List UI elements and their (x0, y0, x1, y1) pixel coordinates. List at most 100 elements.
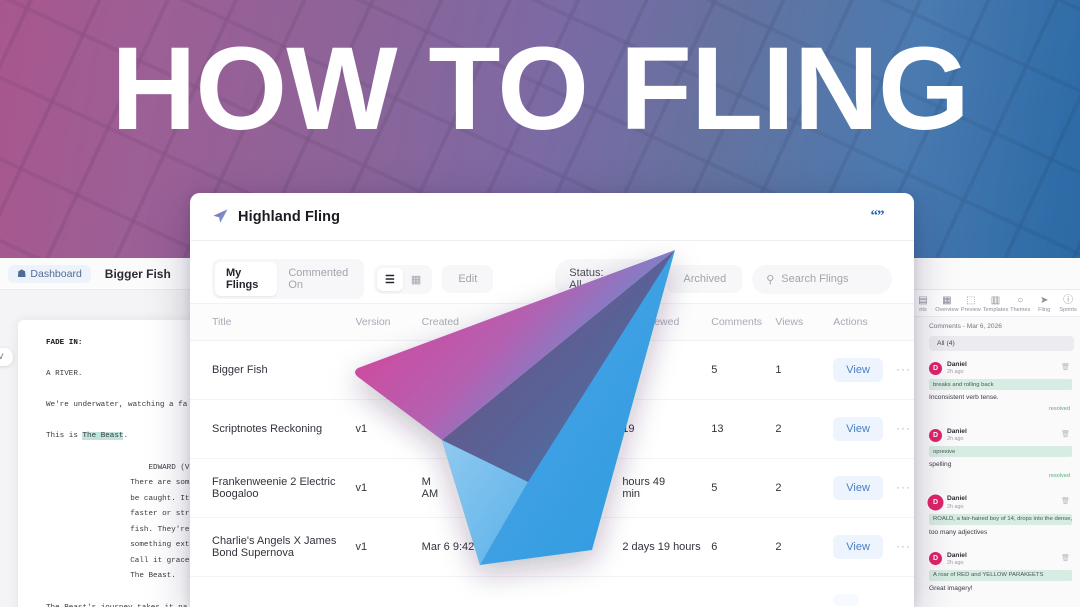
overview-icon: ▦ (942, 295, 952, 306)
comment-author: Daniel (947, 361, 967, 368)
table-row[interactable]: Scriptnotes Reckoning v1 19 13 2 View ··… (190, 399, 914, 459)
view-button[interactable] (833, 594, 860, 606)
panel-icon-label: Themes (1010, 307, 1031, 313)
panel-icon-overview[interactable]: ▦ Overview (935, 294, 959, 313)
flings-table-header: Title Version Created Status Last Viewed… (190, 303, 914, 341)
highlighted-text: The Beast (82, 432, 124, 441)
cell-status (520, 458, 623, 518)
grid-view-icon[interactable]: ▦ (410, 273, 422, 286)
quote-icon[interactable]: “” (862, 202, 892, 232)
trash-icon[interactable]: 🗑 (1061, 431, 1070, 439)
cell-actions: View ··· (833, 517, 914, 577)
col-title[interactable]: Title (190, 303, 356, 341)
comment-item: D Daniel 2h ago 🗑 A roar of RED and YELL… (911, 542, 1080, 598)
avatar: D (929, 496, 942, 510)
cell-actions: View ··· (833, 399, 914, 459)
flings-tab-group: My Flings Commented On (212, 259, 365, 299)
avatar: D (929, 552, 942, 566)
table-row[interactable]: Frankenweenie 2 Electric Boogaloo v1 M A… (190, 458, 914, 518)
panel-icon-nts[interactable]: ▤ nts (911, 294, 935, 313)
panel-icon-label: Templates (982, 307, 1009, 313)
col-created[interactable]: Created (421, 303, 521, 341)
more-actions-icon[interactable]: ··· (896, 480, 911, 494)
view-button[interactable]: View (833, 535, 883, 559)
col-status[interactable]: Status (520, 303, 623, 341)
view-button[interactable]: View (833, 358, 883, 382)
panel-icon-preview[interactable]: ⬚ Preview (959, 294, 983, 313)
panel-icon-fling[interactable]: ➤ Fling (1032, 294, 1056, 313)
cell-created: M AM (421, 458, 521, 518)
tab-document[interactable]: Bigger Fish (104, 266, 171, 281)
highland-fling-card: Highland Fling “” My Flings Commented On… (190, 193, 914, 607)
avatar: D (929, 428, 942, 442)
quote-glyph: “” (870, 208, 885, 224)
cell-last-viewed: hours 49 min (622, 458, 712, 518)
view-button[interactable]: View (833, 417, 883, 441)
hero-title: HOW TO FLING (111, 23, 970, 155)
col-comments[interactable]: Comments (711, 303, 776, 341)
more-actions-icon[interactable]: ··· (896, 362, 911, 376)
list-view-icon[interactable]: ☰ (377, 267, 403, 291)
more-actions-icon[interactable]: ··· (896, 421, 911, 435)
archived-button[interactable]: Archived (667, 265, 743, 293)
cell-last-viewed: 19 (622, 399, 712, 459)
panel-icon-label: nts (919, 307, 927, 313)
table-row[interactable]: Bigger Fish Mar 5 1 View ··· (190, 340, 914, 400)
col-version[interactable]: Version (355, 303, 422, 341)
comment-resolved-link[interactable]: resolved (1048, 473, 1070, 480)
trash-icon[interactable]: 🗑 (1061, 364, 1070, 371)
panel-icon-themes[interactable]: ○ Themes (1008, 294, 1032, 313)
comment-quote: opresive (929, 446, 1072, 458)
search-flings-input[interactable]: ⚲ Search Flings (752, 264, 893, 294)
cell-comments: 5 (711, 340, 776, 400)
tab-commented-on[interactable]: Commented On (288, 267, 349, 291)
col-views[interactable]: Views (775, 303, 834, 341)
panel-icon-sprints[interactable]: ⓘ Sprints (1056, 294, 1080, 313)
table-header-row: Title Version Created Status Last Viewed… (190, 303, 914, 341)
comment-item: D Daniel 2h ago 🗑 ROALD, a fair-haired b… (911, 485, 1080, 541)
cell-title: Scriptnotes Reckoning (190, 399, 356, 459)
comment-item: D Daniel 2h ago 🗑 opresive spelling reso… (911, 418, 1080, 485)
themes-icon: ○ (1017, 295, 1024, 306)
cell-version: v1 (355, 399, 422, 459)
chevron-down-icon: ▾ (638, 273, 644, 284)
home-icon: ☗ (17, 267, 27, 280)
card-brand-title: Highland Fling (238, 208, 341, 225)
cell-views: 1 (775, 340, 834, 400)
preview-icon: ⬚ (966, 295, 976, 306)
view-button[interactable]: View (833, 476, 883, 500)
comment-resolved-link[interactable]: resolved (1048, 406, 1070, 413)
comment-quote: A roar of RED and YELLOW PARAKEETS (929, 569, 1072, 581)
col-last-viewed[interactable]: Last Viewed (622, 303, 712, 341)
comments-panel: ▤ nts ▦ Overview ⬚ Preview ▥ Templates ○ (910, 290, 1080, 607)
tab-my-flings[interactable]: My Flings (215, 262, 278, 296)
status-dot-icon (526, 545, 531, 549)
search-placeholder-text: Search Flings (781, 273, 849, 285)
avatar: D (929, 361, 942, 375)
more-actions-icon[interactable]: ··· (896, 539, 911, 553)
trash-icon[interactable]: 🗑 (1061, 554, 1070, 562)
tab-dashboard[interactable]: ☗ Dashboard (8, 264, 91, 283)
nav-chip[interactable]: NAV (0, 348, 14, 366)
cell-actions: View ··· (833, 458, 914, 518)
table-row[interactable]: Charlie's Angels X James Bond Supernova … (190, 517, 914, 577)
comment-quote: ROALD, a fair-haired boy of 14, drops in… (929, 513, 1072, 525)
table-row[interactable] (190, 576, 914, 607)
cell-status (520, 340, 623, 400)
panel-icon-templates[interactable]: ▥ Templates (983, 294, 1009, 313)
status-badge-label: Active (534, 542, 560, 552)
edit-button[interactable]: Edit (442, 265, 494, 293)
cell-views: 2 (775, 399, 834, 459)
comment-header: D Daniel 2h ago 🗑 (929, 552, 1072, 566)
col-actions: Actions (833, 303, 914, 341)
cell-version: v1 (355, 458, 422, 518)
card-toolbar: My Flings Commented On ☰ ▦ Edit Status: … (190, 255, 914, 303)
status-filter-select[interactable]: Status: All ▾ (555, 259, 658, 299)
comment-text: Inconsistent verb tense. (929, 394, 999, 402)
cell-created: Mar 6 9:42 AM (421, 517, 521, 577)
card-header: Highland Fling “” (190, 193, 914, 241)
flings-table: Title Version Created Status Last Viewed… (190, 303, 914, 607)
templates-icon: ▥ (990, 295, 1001, 306)
comments-filter[interactable]: All (4) (929, 336, 1074, 351)
trash-icon[interactable]: 🗑 (1061, 498, 1070, 506)
